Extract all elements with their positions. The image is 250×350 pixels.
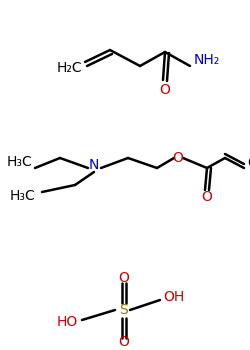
Text: O: O bbox=[118, 335, 130, 349]
Text: O: O bbox=[172, 151, 184, 165]
Text: HO: HO bbox=[57, 315, 78, 329]
Text: CH₂: CH₂ bbox=[247, 156, 250, 170]
Text: H₃C: H₃C bbox=[9, 189, 35, 203]
Text: O: O bbox=[118, 271, 130, 285]
Text: O: O bbox=[202, 190, 212, 204]
Text: OH: OH bbox=[163, 290, 184, 304]
Text: NH₂: NH₂ bbox=[194, 53, 220, 67]
Text: H₃C: H₃C bbox=[6, 155, 32, 169]
Text: O: O bbox=[160, 83, 170, 97]
Text: N: N bbox=[89, 158, 99, 172]
Text: S: S bbox=[120, 303, 128, 317]
Text: H₂C: H₂C bbox=[56, 61, 82, 75]
